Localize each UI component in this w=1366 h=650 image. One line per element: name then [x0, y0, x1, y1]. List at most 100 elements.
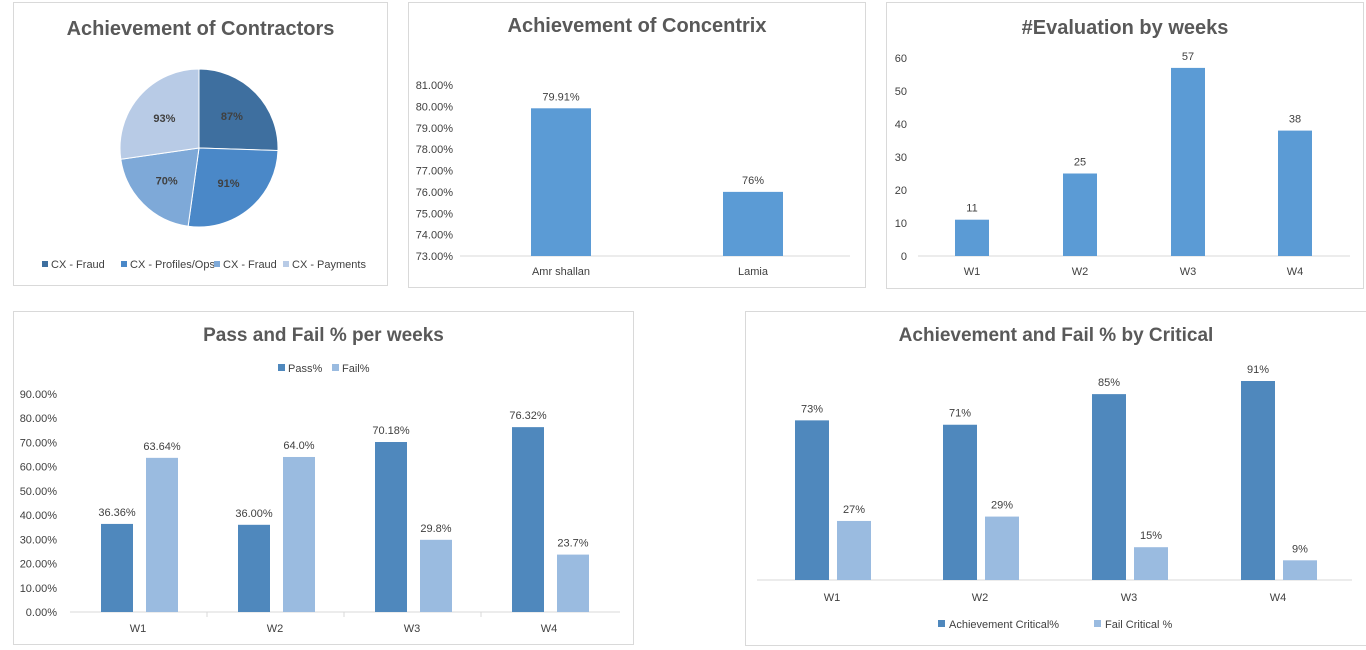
pie-data-label: 91% [218, 178, 240, 190]
bar-critical [943, 424, 977, 580]
panel-achievement-concentrix: Achievement of Concentrix [408, 2, 866, 288]
y-tick-label: 20.00% [20, 559, 58, 571]
pie-slice [119, 68, 200, 160]
pie-data-label: 93% [153, 113, 175, 125]
bar [1278, 130, 1312, 256]
bar-fail [146, 457, 178, 612]
y-tick-label: 60 [895, 53, 907, 65]
data-label: 38 [1289, 114, 1301, 126]
bar-pass [512, 427, 544, 612]
y-tick-label: 77.00% [416, 166, 454, 178]
data-label: 36.36% [98, 507, 136, 519]
data-label: 85% [1098, 377, 1120, 389]
x-tick-label: W2 [1072, 266, 1089, 278]
legend-label: CX - Fraud [51, 259, 105, 271]
legend-label: Achievement Critical% [949, 619, 1059, 631]
data-label: 76.32% [509, 410, 547, 422]
bar-fail [557, 554, 589, 612]
bar-critical [1241, 381, 1275, 580]
data-label: 29.8% [420, 523, 451, 535]
bar-critical [1283, 560, 1317, 580]
y-tick-label: 20 [895, 185, 907, 197]
y-tick-label: 80.00% [20, 413, 58, 425]
bar-fail [283, 456, 315, 612]
x-tick-label: W2 [972, 592, 989, 604]
data-label: 91% [1247, 364, 1269, 376]
legend-label: Pass% [288, 363, 322, 375]
bar [531, 108, 591, 256]
y-tick-label: 50 [895, 86, 907, 98]
y-tick-label: 60.00% [20, 462, 58, 474]
panel-achievement-contractors: Achievement of Contractors [13, 2, 388, 286]
chart-title: Achievement and Fail % by Critical [898, 325, 1214, 346]
x-tick-label: W4 [1270, 592, 1287, 604]
bar-critical [1092, 394, 1126, 580]
chart-title: Pass and Fail % per weeks [203, 325, 444, 346]
legend-swatch [283, 261, 289, 267]
y-tick-label: 70.00% [20, 437, 58, 449]
bar-fail [420, 539, 452, 612]
data-label: 73% [801, 403, 823, 415]
bar [955, 219, 989, 256]
data-label: 15% [1140, 530, 1162, 542]
y-tick-label: 50.00% [20, 486, 58, 498]
y-tick-label: 40 [895, 119, 907, 131]
bar-critical [837, 520, 871, 580]
data-label: 71% [949, 408, 971, 420]
data-label: 57 [1182, 51, 1194, 63]
y-tick-label: 75.00% [416, 208, 454, 220]
x-tick-label: W2 [267, 623, 284, 635]
data-label: 79.91% [542, 91, 580, 103]
bar-pass [101, 523, 133, 612]
chart-title: Achievement of Concentrix [507, 15, 767, 37]
y-tick-label: 30.00% [20, 534, 58, 546]
pie-data-label: 70% [156, 175, 178, 187]
pie-slice [187, 147, 279, 228]
data-label: 29% [991, 500, 1013, 512]
data-label: 23.7% [557, 538, 588, 550]
x-tick-label: W3 [404, 623, 421, 635]
x-tick-label: W1 [824, 592, 841, 604]
bar [1063, 173, 1097, 256]
legend-swatch [42, 261, 48, 267]
x-tick-label: Lamia [738, 266, 769, 278]
y-tick-label: 80.00% [416, 101, 454, 113]
y-tick-label: 0.00% [26, 607, 57, 619]
data-label: 11 [966, 203, 977, 215]
y-tick-label: 30 [895, 152, 907, 164]
legend-swatch [121, 261, 127, 267]
legend-label: Fail% [342, 363, 370, 375]
y-tick-label: 81.00% [416, 80, 454, 92]
y-tick-label: 73.00% [416, 251, 454, 263]
x-tick-label: W3 [1180, 266, 1197, 278]
pie-slice [120, 147, 200, 227]
x-tick-label: Amr shallan [532, 266, 590, 278]
bar-critical [795, 420, 829, 580]
legend-swatch [332, 364, 339, 371]
y-tick-label: 40.00% [20, 510, 58, 522]
x-tick-label: W1 [964, 266, 981, 278]
data-label: 63.64% [143, 441, 181, 453]
y-tick-label: 78.00% [416, 144, 454, 156]
pie-slice [198, 68, 279, 152]
data-label: 25 [1074, 157, 1086, 169]
legend-swatch [278, 364, 285, 371]
data-label: 27% [843, 504, 865, 516]
bar-critical [985, 516, 1019, 580]
data-label: 76% [742, 175, 764, 187]
y-tick-label: 10 [895, 218, 907, 230]
bar-pass [238, 524, 270, 612]
y-tick-label: 0 [901, 251, 907, 263]
y-tick-label: 10.00% [20, 583, 58, 595]
x-tick-label: W4 [541, 623, 558, 635]
data-label: 9% [1292, 543, 1308, 555]
y-tick-label: 76.00% [416, 187, 454, 199]
y-tick-label: 90.00% [20, 389, 58, 401]
legend-swatch [214, 261, 220, 267]
legend-label: Fail Critical % [1105, 619, 1172, 631]
bar [723, 191, 783, 256]
legend-swatch [938, 620, 945, 627]
chart-title: #Evaluation by weeks [1021, 17, 1229, 39]
x-tick-label: W3 [1121, 592, 1138, 604]
pie-data-label: 87% [221, 111, 243, 123]
